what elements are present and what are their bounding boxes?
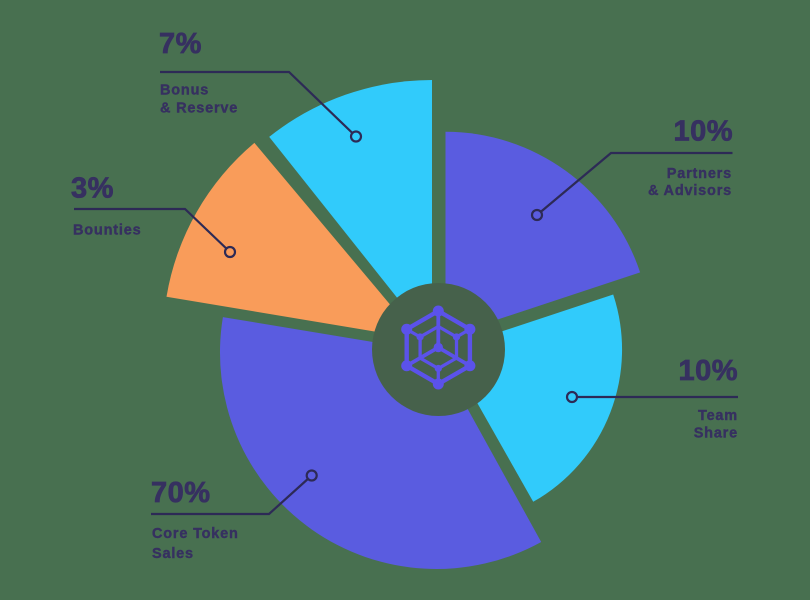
svg-text:Sales: Sales xyxy=(152,546,194,562)
svg-text:10%: 10% xyxy=(678,355,738,387)
svg-text:Share: Share xyxy=(694,426,738,442)
svg-text:& Reserve: & Reserve xyxy=(160,101,238,117)
svg-text:Team: Team xyxy=(698,408,738,424)
svg-text:10%: 10% xyxy=(673,115,733,147)
svg-text:Bonus: Bonus xyxy=(160,83,209,99)
svg-text:Bounties: Bounties xyxy=(73,222,141,238)
svg-text:7%: 7% xyxy=(159,28,202,60)
svg-text:3%: 3% xyxy=(71,172,114,204)
svg-text:& Advisors: & Advisors xyxy=(648,183,732,199)
svg-text:Core Token: Core Token xyxy=(152,526,239,542)
svg-text:70%: 70% xyxy=(151,477,211,509)
svg-text:Partners: Partners xyxy=(667,166,732,182)
